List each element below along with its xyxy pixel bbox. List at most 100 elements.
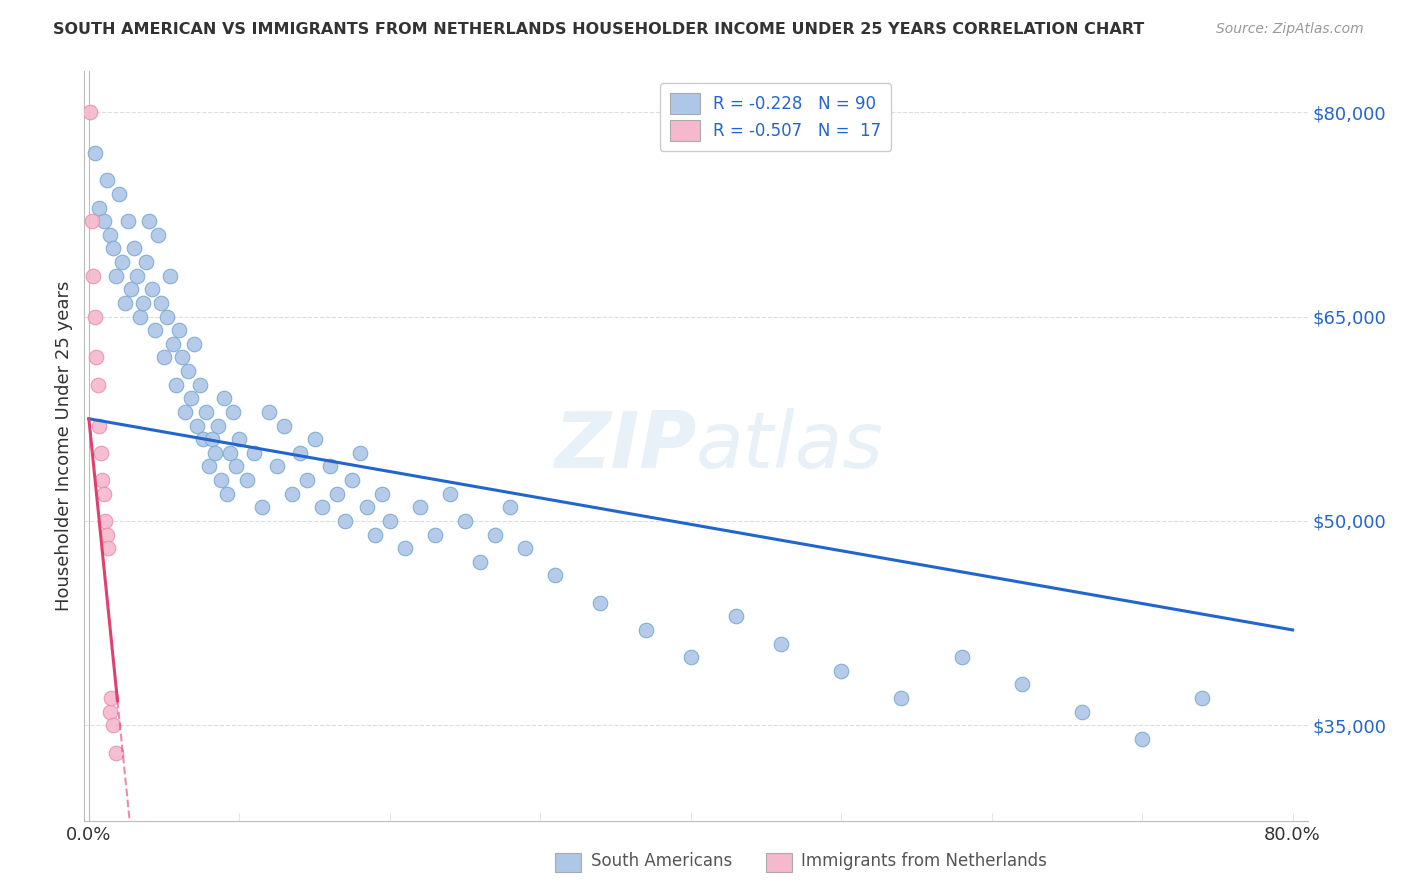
Point bbox=[186, 418, 208, 433]
Point bbox=[259, 405, 281, 419]
Point bbox=[454, 514, 477, 528]
Point bbox=[236, 473, 259, 487]
Point bbox=[266, 459, 288, 474]
Point bbox=[499, 500, 522, 515]
Point bbox=[423, 527, 446, 541]
Point bbox=[162, 336, 184, 351]
Point bbox=[101, 718, 124, 732]
Text: SOUTH AMERICAN VS IMMIGRANTS FROM NETHERLANDS HOUSEHOLDER INCOME UNDER 25 YEARS : SOUTH AMERICAN VS IMMIGRANTS FROM NETHER… bbox=[53, 22, 1144, 37]
Point bbox=[94, 514, 117, 528]
Point bbox=[634, 623, 657, 637]
Point bbox=[89, 201, 111, 215]
Point bbox=[378, 514, 401, 528]
Point bbox=[340, 473, 363, 487]
Point bbox=[409, 500, 432, 515]
Point bbox=[89, 418, 111, 433]
Point bbox=[1011, 677, 1033, 691]
Point bbox=[93, 486, 115, 500]
Text: ZIP: ZIP bbox=[554, 408, 696, 484]
Point bbox=[468, 555, 491, 569]
Point bbox=[515, 541, 537, 556]
Point bbox=[98, 227, 121, 242]
Text: South Americans: South Americans bbox=[591, 852, 731, 870]
Text: Source: ZipAtlas.com: Source: ZipAtlas.com bbox=[1216, 22, 1364, 37]
Point bbox=[97, 541, 120, 556]
Point bbox=[159, 268, 181, 283]
Legend: R = -0.228   N = 90, R = -0.507   N =  17: R = -0.228 N = 90, R = -0.507 N = 17 bbox=[659, 84, 891, 151]
Point bbox=[219, 446, 242, 460]
Point bbox=[890, 691, 912, 706]
Point bbox=[183, 336, 205, 351]
Point bbox=[129, 310, 152, 324]
Point bbox=[225, 459, 247, 474]
Point bbox=[122, 242, 145, 256]
Point bbox=[93, 214, 115, 228]
Point bbox=[724, 609, 747, 624]
Point bbox=[217, 486, 239, 500]
Point bbox=[288, 446, 311, 460]
Point bbox=[207, 418, 229, 433]
Point bbox=[146, 227, 169, 242]
Point bbox=[100, 691, 122, 706]
Point bbox=[80, 214, 103, 228]
Point bbox=[1191, 691, 1213, 706]
Point bbox=[589, 596, 612, 610]
Point bbox=[222, 405, 245, 419]
Point bbox=[318, 459, 340, 474]
Point bbox=[87, 377, 110, 392]
Point bbox=[114, 296, 136, 310]
Point bbox=[273, 418, 295, 433]
Point bbox=[104, 746, 127, 760]
Point bbox=[83, 146, 105, 161]
Point bbox=[138, 214, 160, 228]
Point bbox=[180, 392, 202, 406]
Point bbox=[349, 446, 371, 460]
Point bbox=[117, 214, 139, 228]
Point bbox=[198, 459, 221, 474]
Point bbox=[193, 432, 215, 446]
Point bbox=[295, 473, 318, 487]
Point bbox=[150, 296, 173, 310]
Point bbox=[326, 486, 349, 500]
Y-axis label: Householder Income Under 25 years: Householder Income Under 25 years bbox=[55, 281, 73, 611]
Point bbox=[90, 446, 112, 460]
Point bbox=[135, 255, 157, 269]
Point bbox=[356, 500, 378, 515]
Point bbox=[174, 405, 197, 419]
Point bbox=[364, 527, 387, 541]
Point bbox=[394, 541, 416, 556]
Point bbox=[204, 446, 226, 460]
Point bbox=[188, 377, 211, 392]
Point bbox=[209, 473, 232, 487]
Point bbox=[371, 486, 394, 500]
Point bbox=[167, 323, 190, 337]
Point bbox=[82, 268, 104, 283]
Point bbox=[111, 255, 134, 269]
Point bbox=[679, 650, 702, 665]
Point bbox=[120, 282, 142, 296]
Point bbox=[177, 364, 200, 378]
Point bbox=[98, 705, 121, 719]
Point bbox=[141, 282, 163, 296]
Point bbox=[311, 500, 333, 515]
Point bbox=[304, 432, 326, 446]
Point bbox=[228, 432, 250, 446]
Point bbox=[132, 296, 155, 310]
Point bbox=[156, 310, 179, 324]
Point bbox=[333, 514, 356, 528]
Point bbox=[125, 268, 148, 283]
Text: Immigrants from Netherlands: Immigrants from Netherlands bbox=[801, 852, 1047, 870]
Point bbox=[243, 446, 266, 460]
Point bbox=[769, 636, 792, 650]
Point bbox=[250, 500, 273, 515]
Point bbox=[1070, 705, 1092, 719]
Point bbox=[1130, 731, 1153, 746]
Point bbox=[96, 527, 118, 541]
Point bbox=[544, 568, 567, 582]
Point bbox=[101, 242, 124, 256]
Point bbox=[79, 105, 101, 120]
Point bbox=[104, 268, 127, 283]
Point bbox=[950, 650, 973, 665]
Point bbox=[143, 323, 166, 337]
Point bbox=[91, 473, 114, 487]
